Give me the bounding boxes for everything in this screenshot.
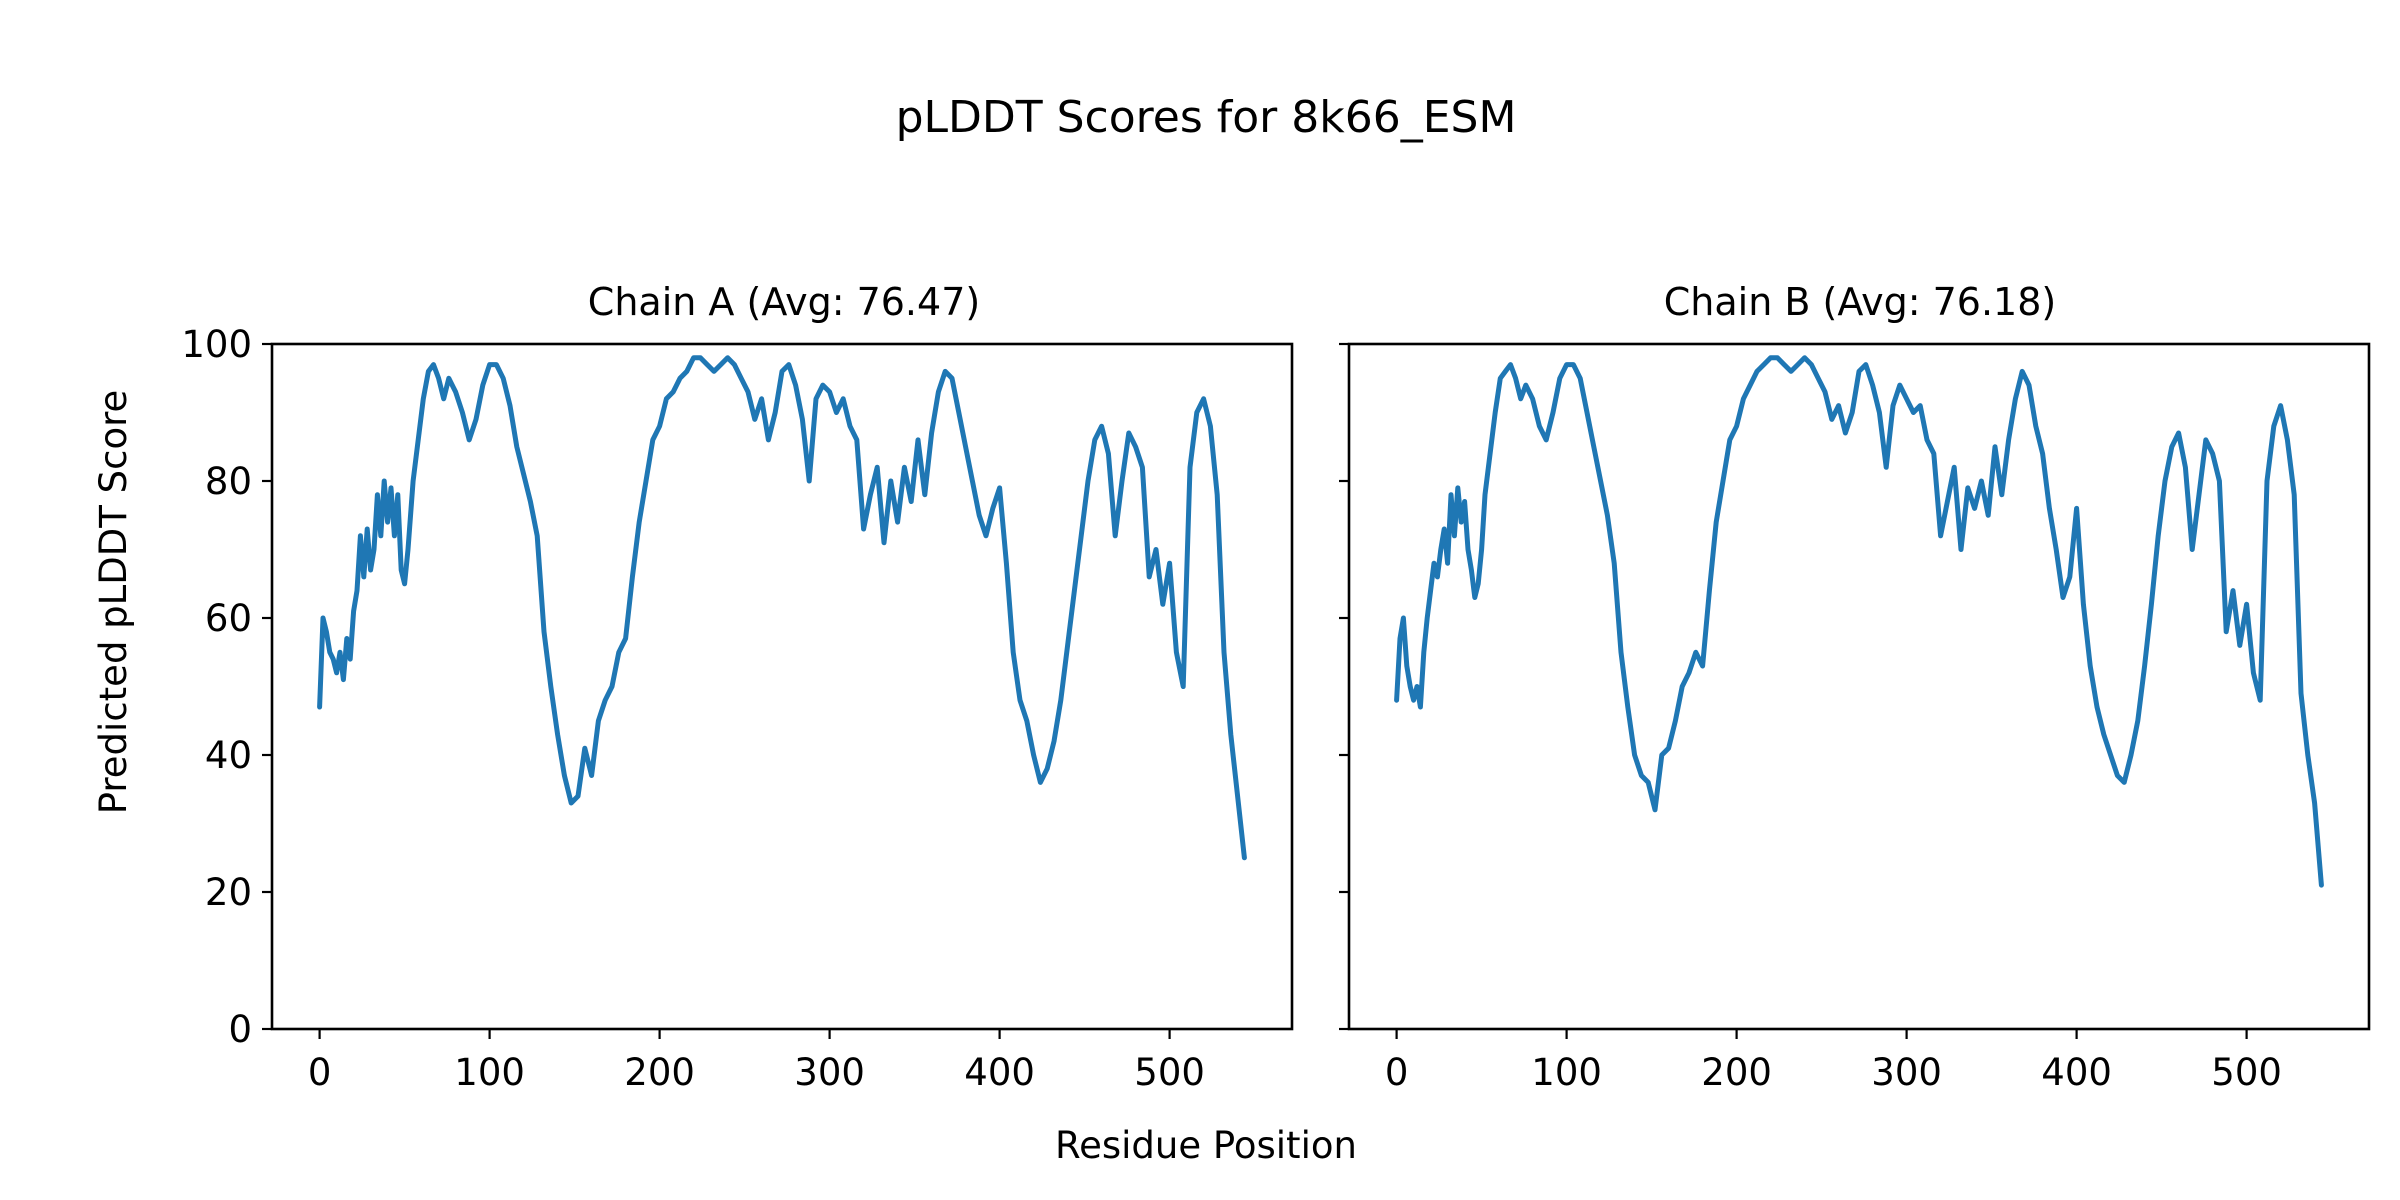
x-tick-label-chain-b-400: 400 <box>2041 1051 2112 1094</box>
y-tick-label-chain-a-20: 20 <box>205 871 252 914</box>
x-tick-label-chain-a-0: 0 <box>308 1051 332 1094</box>
tick-layer-chain-b: 0 100 200 300 400 500 <box>1339 342 2282 1094</box>
x-tick-label-chain-b-300: 300 <box>1871 1051 1942 1094</box>
panel-title-chain-b: Chain B (Avg: 76.18) <box>1664 280 2056 324</box>
x-tick-label-chain-b-0: 0 <box>1385 1051 1409 1094</box>
chart-panel-chain-a: Chain A (Avg: 76.47) 0 100 200 300 400 500 0 20… <box>181 280 1294 1094</box>
x-tick-label-chain-a-300: 300 <box>794 1051 865 1094</box>
x-tick-label-chain-a-200: 200 <box>624 1051 695 1094</box>
plot-frame-chain-b <box>1347 342 2371 1031</box>
series-line-chain-b <box>1394 355 2324 888</box>
chart-panel-chain-b: Chain B (Avg: 76.18) 0 100 200 300 400 500 <box>1339 280 2371 1094</box>
x-tick-label-chain-a-500: 500 <box>1134 1051 1205 1094</box>
plot-frame-chain-a <box>270 342 1294 1031</box>
tick-layer-chain-a: 0 100 200 300 400 500 0 20 40 60 80 100 <box>181 323 1205 1094</box>
x-tick-label-chain-a-100: 100 <box>454 1051 525 1094</box>
x-tick-label-chain-b-500: 500 <box>2211 1051 2282 1094</box>
x-tick-label-chain-b-100: 100 <box>1531 1051 1602 1094</box>
y-tick-label-chain-a-60: 60 <box>205 597 252 640</box>
y-tick-label-chain-a-0: 0 <box>228 1008 252 1051</box>
series-line-chain-a <box>317 355 1247 861</box>
y-tick-label-chain-a-40: 40 <box>205 734 252 777</box>
x-tick-label-chain-a-400: 400 <box>964 1051 1035 1094</box>
panel-title-chain-a: Chain A (Avg: 76.47) <box>588 280 980 324</box>
x-axis-label: Residue Position <box>1055 1124 1357 1167</box>
y-tick-label-chain-a-100: 100 <box>181 323 252 366</box>
x-tick-label-chain-b-200: 200 <box>1701 1051 1772 1094</box>
y-tick-label-chain-a-80: 80 <box>205 460 252 503</box>
figure-title: pLDDT Scores for 8k66_ESM <box>896 92 1517 143</box>
y-axis-label: Predicted pLDDT Score <box>92 390 135 815</box>
